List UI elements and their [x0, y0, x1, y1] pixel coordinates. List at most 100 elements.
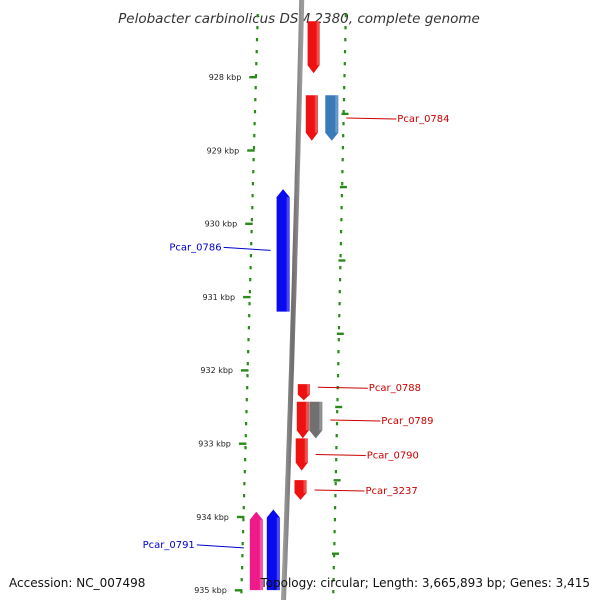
track-dot	[255, 50, 258, 54]
track-dot	[241, 566, 244, 570]
track-dot	[245, 398, 248, 402]
track-dot	[342, 134, 345, 138]
track-dot	[246, 374, 249, 378]
track-dot	[250, 242, 253, 246]
track-dot	[256, 26, 259, 30]
track-dot	[343, 50, 347, 54]
track-dot	[255, 62, 258, 66]
track-dot	[245, 422, 248, 426]
track-dot	[340, 230, 343, 234]
gene-shading	[316, 21, 320, 66]
gene-shading	[335, 95, 338, 133]
gene-0786-arrow[interactable]	[276, 189, 290, 312]
track-dot	[343, 62, 346, 66]
gene-label-pcar_0791[interactable]: Pcar_0791	[143, 540, 195, 551]
track-dot	[335, 446, 338, 450]
track-dot	[240, 578, 243, 582]
track-dot	[241, 554, 244, 558]
major-tick	[243, 295, 251, 299]
tick-label: 931 kbp	[202, 293, 235, 302]
major-tick	[245, 222, 253, 225]
track-dot	[250, 230, 253, 234]
gene-top-arrow[interactable]	[307, 21, 320, 74]
minor-tick	[339, 185, 347, 189]
track-dot	[249, 254, 252, 258]
track-dot	[332, 590, 335, 594]
inner-track-dots	[240, 14, 259, 594]
track-dot	[246, 362, 249, 366]
track-dot	[343, 86, 346, 90]
major-tick	[238, 442, 247, 445]
track-dot	[340, 218, 343, 222]
track-dot	[337, 338, 340, 342]
gene-shading	[259, 519, 263, 591]
minor-tick	[341, 112, 349, 116]
track-dot	[240, 590, 243, 594]
track-dot	[252, 158, 255, 162]
gene-shading	[319, 401, 322, 431]
tick-label: 932 kbp	[200, 366, 233, 375]
gene-labels: Pcar_0784 Pcar_0786 Pcar_0788 Pcar_0789 Pcar…	[143, 114, 450, 551]
track-dot	[249, 266, 252, 270]
tick-label: 933 kbp	[198, 440, 231, 449]
gene-label-pcar_3237[interactable]: Pcar_3237	[366, 486, 418, 497]
track-dot	[334, 494, 337, 498]
track-dot	[336, 374, 340, 378]
gene-0789a-arrow[interactable]	[296, 401, 309, 439]
accession-text: Accession: NC_007498	[9, 576, 145, 590]
gene-0791a-arrow[interactable]	[266, 509, 280, 591]
major-tick	[247, 149, 255, 152]
gene-0784a-arrow[interactable]	[305, 95, 318, 141]
track-dot	[339, 266, 342, 270]
track-dot	[336, 398, 339, 402]
track-dot	[342, 110, 345, 114]
label-leader-line	[315, 454, 366, 456]
tick-label: 934 kbp	[196, 513, 229, 522]
gene-0790-arrow[interactable]	[295, 438, 308, 471]
gene-label-pcar_0786[interactable]: Pcar_0786	[169, 242, 221, 253]
track-dot	[335, 434, 338, 438]
major-tick	[236, 515, 245, 519]
gene-0788-arrow[interactable]	[297, 384, 310, 401]
track-dot	[254, 98, 257, 102]
label-leader-line	[196, 544, 244, 549]
label-leader-line	[330, 419, 381, 422]
gene-label-pcar_0790[interactable]: Pcar_0790	[367, 451, 419, 462]
track-dot	[337, 350, 340, 354]
track-dot	[255, 38, 259, 42]
gene-0791b-arrow[interactable]	[249, 511, 263, 591]
track-dot	[333, 530, 336, 534]
track-dot	[340, 194, 343, 198]
track-dot	[254, 74, 258, 78]
track-dot	[342, 98, 346, 102]
gene-shading	[314, 95, 318, 133]
track-dot	[341, 182, 344, 186]
track-dot	[251, 182, 254, 186]
track-dot	[337, 362, 340, 366]
track-dot	[251, 194, 254, 198]
track-dot	[244, 458, 247, 462]
gene-label-pcar_0788[interactable]: Pcar_0788	[369, 383, 421, 394]
track-dot	[244, 446, 247, 450]
track-dot	[336, 410, 339, 414]
track-dot	[344, 38, 347, 42]
gene-3237-arrow[interactable]	[294, 480, 307, 500]
track-dot	[254, 86, 257, 90]
track-dot	[339, 254, 342, 258]
gene-shading	[306, 384, 310, 395]
track-dot	[335, 458, 338, 462]
track-dot	[341, 146, 344, 150]
gene-0789b-arrow[interactable]	[309, 401, 323, 439]
gene-label-pcar_0784[interactable]: Pcar_0784	[397, 114, 449, 125]
track-dot	[253, 122, 256, 126]
gene-0784b-arrow[interactable]	[325, 95, 339, 141]
track-dot	[339, 242, 342, 246]
label-leader-line	[223, 246, 271, 251]
track-dot	[250, 218, 253, 222]
track-dot	[341, 158, 344, 162]
track-dot	[338, 314, 341, 318]
gene-label-pcar_0789[interactable]: Pcar_0789	[381, 416, 433, 427]
track-dot	[337, 326, 341, 330]
track-dot	[333, 518, 336, 522]
